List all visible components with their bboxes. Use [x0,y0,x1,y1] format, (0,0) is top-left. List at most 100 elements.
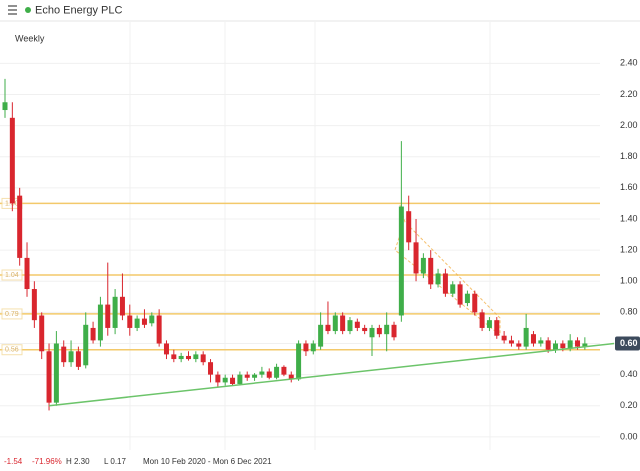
menu-icon[interactable] [8,5,17,15]
candle-body [2,102,8,111]
candle-body [516,343,522,347]
y-tick-label: 2.00 [620,120,638,130]
candle-body [391,324,397,338]
candle-body [450,284,456,294]
candle-body [508,340,514,344]
candle-body [340,315,346,332]
candle-body [259,371,265,375]
y-tick-label: 0.80 [620,307,638,317]
candle-body [83,324,89,366]
candle-body [186,355,191,360]
candle-body [222,377,228,383]
candle-body [252,374,258,378]
instrument-title: Echo Energy PLC [35,4,122,16]
candle-body [362,327,368,332]
candle-body [523,327,529,347]
y-tick-label: 1.20 [620,244,638,254]
candle-body [9,117,15,204]
candle-body [17,195,23,258]
candle-body [112,296,118,328]
candle-body [413,242,419,274]
candle-body [24,257,30,290]
y-tick-label: 2.40 [620,58,638,68]
candle-body [567,340,573,349]
candle-body [134,318,140,328]
candle-body [582,343,588,347]
change-pct: -71.96% [32,457,62,466]
candle-body [354,321,360,328]
candle-body [428,257,434,285]
candle-body [457,284,463,305]
candle-body [494,320,500,336]
candle-body [332,315,338,332]
candle-body [553,343,558,350]
trendline [48,342,615,407]
candle-body [237,374,243,384]
candle-body [464,293,470,304]
candle-body [208,362,214,375]
candle-body [538,340,544,344]
candle-body [119,296,125,316]
y-tick-label: 0.00 [620,431,638,441]
candle-body [215,374,221,383]
candle-body [244,374,250,378]
y-tick-label: 1.60 [620,182,638,192]
candle-body [149,315,155,324]
candle-body [230,377,236,384]
candle-body [266,371,272,378]
candle-body [296,343,302,380]
candle-body [127,315,133,328]
candle-body [325,324,331,332]
candle-body [61,346,67,363]
level-tag [1,269,23,281]
candle-body [420,257,426,274]
candle-body [435,273,441,285]
candle-body [501,335,507,341]
candle-body [193,354,199,360]
candle-body [347,320,353,332]
candle-body [200,354,206,363]
candle-body [90,327,96,341]
candle-body [274,366,280,378]
candle-body [39,315,45,352]
low-stat: L 0.17 [104,457,126,466]
y-tick-label: 1.00 [620,276,638,286]
y-tick-label: 0.20 [620,400,638,410]
candle-body [97,304,103,341]
candle-body [545,340,551,350]
candle-body [288,374,294,380]
candle-body [398,206,404,316]
candle-body [486,320,492,328]
date-range: Mon 10 Feb 2020 - Mon 6 Dec 2021 [143,457,272,466]
candle-body [406,211,412,243]
y-tick-label: 1.80 [620,151,638,161]
candle-body [318,324,324,347]
candle-body [303,343,309,352]
candle-body [105,304,111,328]
candle-body [178,355,184,360]
level-tag [1,308,23,320]
candle-body [31,289,37,321]
candle-body [156,315,162,344]
status-dot [25,7,31,13]
candle-body [171,354,177,360]
candle-body [376,327,382,335]
candle-body [369,327,375,338]
level-label: 0.56 [5,347,19,354]
last-price-label: 0.60 [620,338,638,348]
candle-body [75,351,81,367]
candle-body [68,351,74,363]
candle-body [530,334,536,344]
y-tick-label: 2.20 [620,89,638,99]
candle-body [479,312,485,328]
level-tag [1,344,23,356]
level-label: 0.79 [5,311,19,318]
candle-body [575,340,581,347]
last-price-tag [615,336,640,351]
candle-body [442,273,448,294]
candle-body [472,293,478,313]
candle-body [384,324,390,335]
y-tick-label: 0.40 [620,369,638,379]
